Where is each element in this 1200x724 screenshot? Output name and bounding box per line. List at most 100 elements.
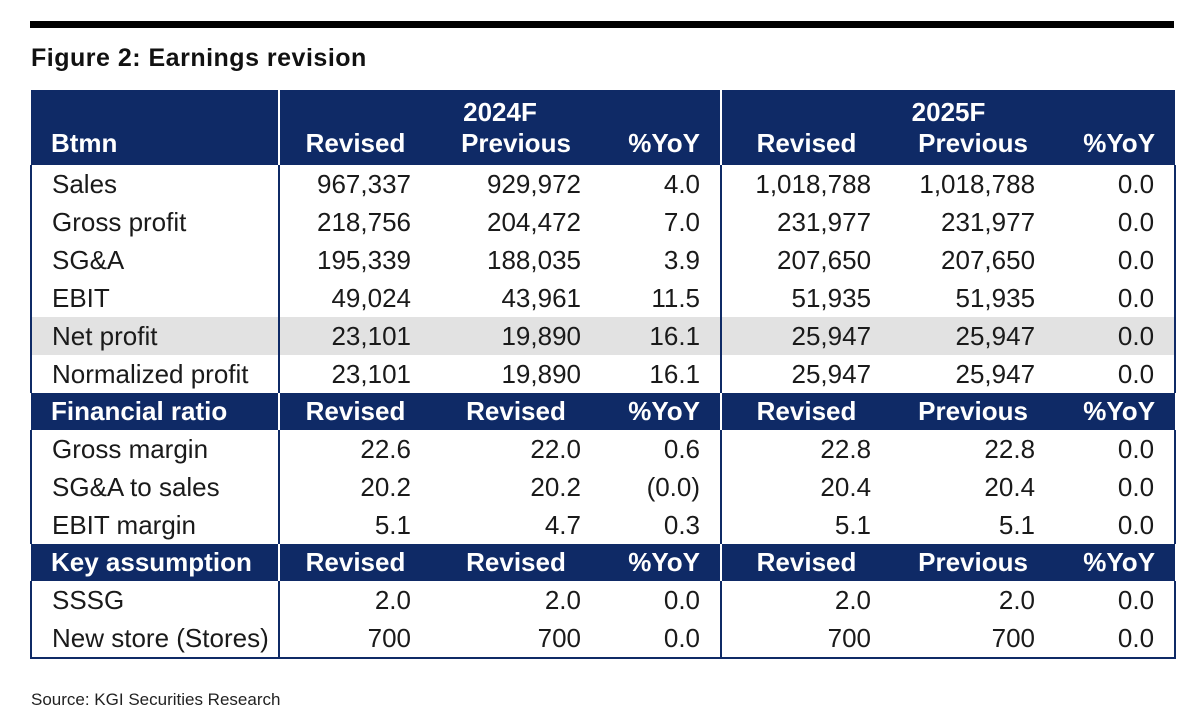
cell: 22.0 bbox=[530, 433, 581, 464]
table-row: SG&A 195,339 188,035 3.9 207,650 207,650… bbox=[30, 241, 1177, 279]
source-note: Source: KGI Securities Research bbox=[31, 690, 281, 709]
top-rule bbox=[30, 21, 1174, 28]
table-row: Gross profit 218,756 204,472 7.0 231,977… bbox=[30, 203, 1177, 241]
cell: 967,337 bbox=[278, 165, 431, 203]
row-label: Gross profit bbox=[30, 203, 279, 241]
cell: 700 bbox=[278, 619, 431, 659]
row-label: EBIT bbox=[30, 279, 279, 317]
cell: 0.6 bbox=[663, 433, 701, 464]
column-header: %YoY bbox=[601, 544, 722, 581]
cell: 0.0 bbox=[1055, 317, 1177, 355]
cell: 0.0 bbox=[663, 584, 701, 615]
cell: 231,977 bbox=[941, 206, 1036, 237]
cell: 11.5 bbox=[651, 282, 701, 313]
column-header: %YoY bbox=[1055, 128, 1176, 165]
table-row: EBIT margin 5.1 4.7 0.3 5.1 5.1 0.0 bbox=[30, 506, 1177, 544]
cell: 929,972 bbox=[487, 168, 581, 199]
cell: 1,018,788 bbox=[720, 165, 892, 203]
row-label: Gross margin bbox=[30, 430, 279, 468]
cell: 19,890 bbox=[501, 358, 581, 389]
earnings-revision-table: 2024F 2025F Btmn Revised Previous %YoY R… bbox=[30, 90, 1177, 659]
cell: 0.0 bbox=[1055, 468, 1177, 506]
cell: 2.0 bbox=[720, 581, 892, 619]
cell: 2.0 bbox=[998, 584, 1036, 615]
section-label: Key assumption bbox=[31, 544, 279, 581]
table-row: Normalized profit 23,101 19,890 16.1 25,… bbox=[30, 355, 1177, 393]
cell: 0.0 bbox=[1055, 581, 1177, 619]
column-header: %YoY bbox=[1055, 544, 1176, 581]
cell: 195,339 bbox=[278, 241, 431, 279]
cell: 0.0 bbox=[1055, 279, 1177, 317]
column-header: Previous bbox=[431, 128, 601, 165]
cell: 204,472 bbox=[487, 206, 581, 237]
column-header: Revised bbox=[278, 128, 431, 165]
cell: 0.0 bbox=[1055, 165, 1177, 203]
cell: 43,961 bbox=[501, 282, 581, 313]
cell: 2.0 bbox=[278, 581, 431, 619]
row-label: EBIT margin bbox=[30, 506, 279, 544]
table-row: SG&A to sales 20.2 20.2 (0.0) 20.4 20.4 … bbox=[30, 468, 1177, 506]
figure-title: Figure 2: Earnings revision bbox=[31, 44, 367, 72]
column-header: Revised bbox=[431, 393, 601, 430]
cell: 22.8 bbox=[720, 430, 892, 468]
column-header: Previous bbox=[891, 544, 1056, 581]
table-row: SSSG 2.0 2.0 0.0 2.0 2.0 0.0 bbox=[30, 581, 1177, 619]
cell: 0.0 bbox=[1055, 506, 1177, 544]
cell: 16.1 bbox=[601, 317, 722, 355]
row-label: SG&A to sales bbox=[30, 468, 279, 506]
cell: 23,101 bbox=[278, 355, 431, 393]
cell: 51,935 bbox=[955, 282, 1036, 313]
cell: (0.0) bbox=[646, 471, 701, 502]
section-header-key-assumption: Key assumption Revised Revised %YoY Revi… bbox=[31, 544, 1176, 581]
cell: 0.0 bbox=[1055, 203, 1177, 241]
cell: 20.2 bbox=[278, 468, 431, 506]
column-header: Previous bbox=[891, 128, 1056, 165]
column-header: Revised bbox=[278, 393, 431, 430]
column-header: Revised bbox=[720, 544, 892, 581]
table-row: EBIT 49,024 43,961 11.5 51,935 51,935 0.… bbox=[30, 279, 1177, 317]
cell: 218,756 bbox=[278, 203, 431, 241]
year-2025f: 2025F bbox=[720, 90, 1176, 128]
table-row: Gross margin 22.6 22.0 0.6 22.8 22.8 0.0 bbox=[30, 430, 1177, 468]
cell: 4.0 bbox=[663, 168, 701, 199]
cell: 700 bbox=[720, 619, 892, 659]
cell: 22.6 bbox=[278, 430, 431, 468]
cell: 0.0 bbox=[1055, 619, 1177, 659]
column-header: Revised bbox=[720, 128, 892, 165]
cell: 1,018,788 bbox=[919, 168, 1036, 199]
column-header: Revised bbox=[278, 544, 431, 581]
column-header: Previous bbox=[891, 393, 1056, 430]
table-row: New store (Stores) 700 700 0.0 700 700 0… bbox=[30, 619, 1177, 659]
cell: 19,890 bbox=[431, 317, 601, 355]
cell: 5.1 bbox=[720, 506, 892, 544]
cell: 188,035 bbox=[487, 244, 581, 275]
cell: 23,101 bbox=[278, 317, 431, 355]
cell: 20.4 bbox=[984, 471, 1036, 502]
column-header: %YoY bbox=[601, 393, 722, 430]
section-header-financial-ratio: Financial ratio Revised Revised %YoY Rev… bbox=[31, 393, 1176, 430]
cell: 5.1 bbox=[278, 506, 431, 544]
cell: 22.8 bbox=[984, 433, 1036, 464]
column-header: Revised bbox=[431, 544, 601, 581]
row-label: SSSG bbox=[30, 581, 279, 619]
cell: 4.7 bbox=[544, 509, 581, 540]
cell: 0.0 bbox=[601, 619, 722, 659]
row-label: Net profit bbox=[30, 317, 279, 355]
section-header-btmn: Btmn Revised Previous %YoY Revised Previ… bbox=[31, 128, 1176, 165]
cell: 700 bbox=[431, 619, 601, 659]
section-label: Financial ratio bbox=[31, 393, 279, 430]
cell: 16.1 bbox=[649, 358, 701, 389]
cell: 25,947 bbox=[720, 317, 892, 355]
column-header: %YoY bbox=[1055, 393, 1176, 430]
cell: 25,947 bbox=[955, 358, 1036, 389]
column-header: Revised bbox=[720, 393, 892, 430]
row-label: Sales bbox=[30, 165, 279, 203]
table-row-highlighted: Net profit 23,101 19,890 16.1 25,947 25,… bbox=[30, 317, 1177, 355]
row-label: SG&A bbox=[30, 241, 279, 279]
cell: 5.1 bbox=[998, 509, 1036, 540]
cell: 0.0 bbox=[1055, 355, 1177, 393]
row-label: New store (Stores) bbox=[30, 619, 279, 659]
cell: 2.0 bbox=[544, 584, 581, 615]
cell: 20.2 bbox=[530, 471, 581, 502]
cell: 207,650 bbox=[720, 241, 892, 279]
